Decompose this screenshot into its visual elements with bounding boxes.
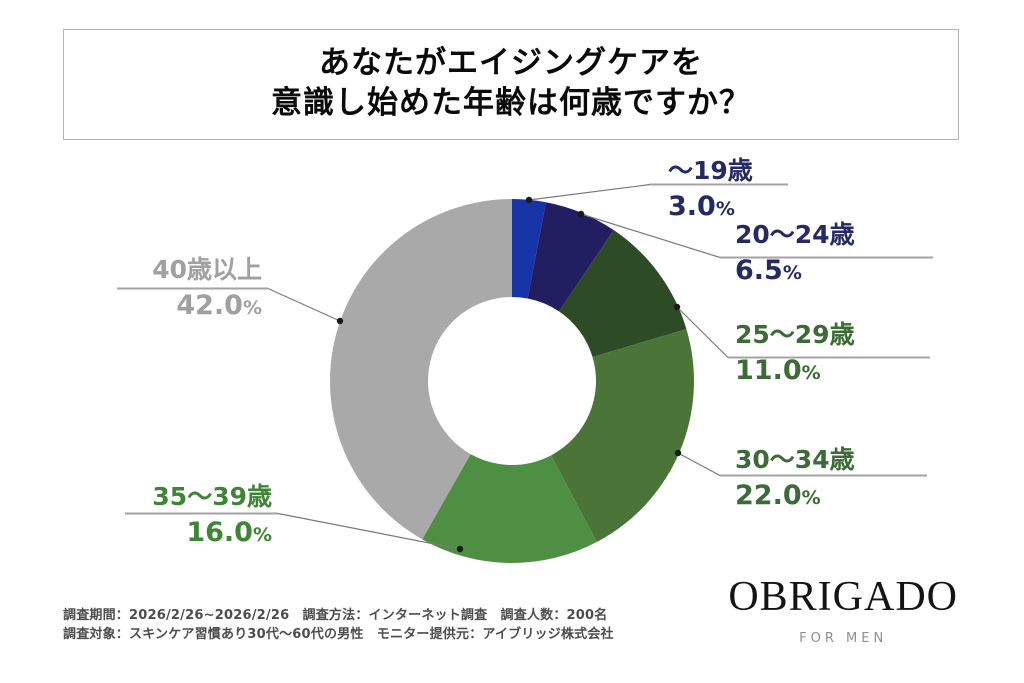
callout-category-label: 35～39歳 [152,482,272,511]
callout-percent-value: 42.0% [176,290,262,321]
callout-age-under19: ～19歳 3.0% [668,157,753,223]
leader-line-4 [277,512,461,550]
donut-slice-2 [559,230,687,358]
leader-line-5 [267,287,341,322]
leader-dot-0 [525,196,533,204]
donut-slice-0 [512,199,546,299]
callout-age-30-34: 30～34歳 22.0% [735,446,855,512]
callout-percent-value: 3.0% [668,191,735,222]
callout-age-20-24: 20～24歳 6.5% [735,221,855,287]
page-title-line2: 意識し始めた年齢は何歳ですか？ [271,85,751,121]
callout-age-25-29: 25～29歳 11.0% [735,321,855,387]
callout-category-label: 30～34歳 [735,445,855,474]
callout-percent-value: 22.0% [735,480,821,511]
donut-slice-4 [422,454,597,563]
callout-percent-value: 16.0% [186,517,272,548]
brand-logo-wordmark: OBRIGADO [728,574,958,620]
brand-logo: OBRIGADO FOR MEN [728,575,958,646]
donut-slice-3 [551,329,694,543]
donut-slice-1 [527,202,614,312]
donut-slice-5 [330,199,512,540]
page-title-line1: あなたがエイジングケアを [319,45,703,81]
leader-dot-1 [577,210,585,218]
leader-dot-2 [673,303,681,311]
callout-category-label: 25～29歳 [735,320,855,349]
callout-category-label: 40歳以上 [152,255,262,284]
callout-category-label: 20～24歳 [735,220,855,249]
survey-notes-line2: 調査対象：スキンケア習慣あり30代～60代の男性 モニター提供元：アイブリッジ株… [63,627,614,642]
leader-line-3 [677,452,721,477]
callout-percent-value: 11.0% [735,355,821,386]
leader-dot-3 [674,449,682,457]
survey-notes-line1: 調査期間：2026/2/26~2026/2/26 調査方法：インターネット調査 … [63,608,608,623]
leader-line-0 [528,183,651,201]
leader-line-1 [580,213,721,259]
leader-dot-5 [336,317,344,325]
leader-dot-4 [456,545,464,553]
callout-age-40plus: 40歳以上 42.0% [152,256,262,322]
brand-logo-tagline: FOR MEN [799,631,888,646]
callout-age-35-39: 35～39歳 16.0% [152,483,272,549]
callout-percent-value: 6.5% [735,255,802,286]
title-box: あなたがエイジングケアを 意識し始めた年齢は何歳ですか？ [63,29,959,140]
leader-line-2 [676,306,729,358]
survey-notes: 調査期間：2026/2/26~2026/2/26 調査方法：インターネット調査 … [63,606,614,644]
callout-category-label: ～19歳 [668,156,753,185]
